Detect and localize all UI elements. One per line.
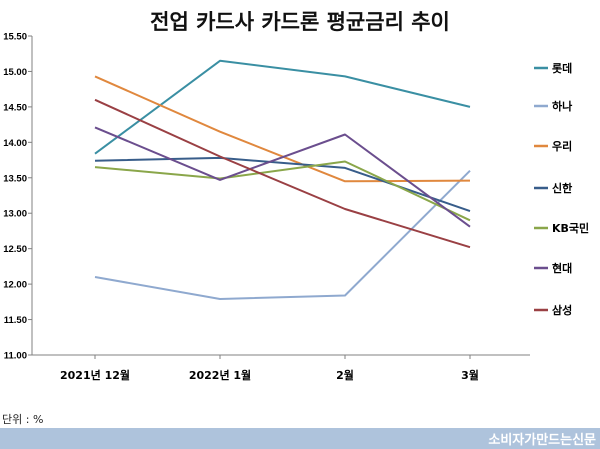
series-line-6 [94,98,471,249]
footer-bar: 소비자가만드는신문 [0,428,600,449]
y-tick-label: 13.00 [3,209,27,220]
y-tick-label: 14.50 [3,102,27,113]
x-tick-label: 3월 [461,368,479,382]
y-tick-label: 12.00 [3,280,27,291]
legend-label: 신한 [552,181,572,195]
source-label: 소비자가만드는신문 [488,433,596,448]
legend-label: 롯데 [552,61,572,75]
legend-label: 삼성 [552,303,572,317]
x-tick-label: 2월 [336,368,354,382]
series-line-3 [94,156,471,213]
series-layer [94,59,471,300]
series-line-0 [94,59,471,155]
series-line-2 [94,75,471,183]
series-line-4 [94,160,471,222]
unit-note: 단위 : % [2,413,44,426]
y-tick-label: 15.50 [3,32,27,43]
legend-label: 하나 [552,99,572,113]
legend-label: 우리 [552,139,572,153]
legend-label: 현대 [552,261,572,275]
chart-title: 전업 카드사 카드론 평균금리 추이 [150,10,450,34]
series-line-5 [94,126,471,228]
y-tick-label: 15.00 [3,67,27,78]
x-tick-label: 2022년 1월 [189,368,251,382]
x-tick-label: 2021년 12월 [60,368,130,382]
y-tick-label: 11.50 [4,315,27,326]
y-tick-label: 11.00 [4,351,27,362]
legend-label: KB국민 [552,221,589,235]
y-tick-label: 12.50 [3,244,27,255]
x-axis: 2021년 12월 2022년 1월 2월 3월 [32,354,530,382]
y-tick-label: 13.50 [3,173,27,184]
series-line-1 [94,169,471,300]
y-axis: 11.00 11.50 12.00 12.50 13.00 13.50 14.00 14.50… [3,32,33,362]
y-tick-label: 14.00 [3,138,27,149]
